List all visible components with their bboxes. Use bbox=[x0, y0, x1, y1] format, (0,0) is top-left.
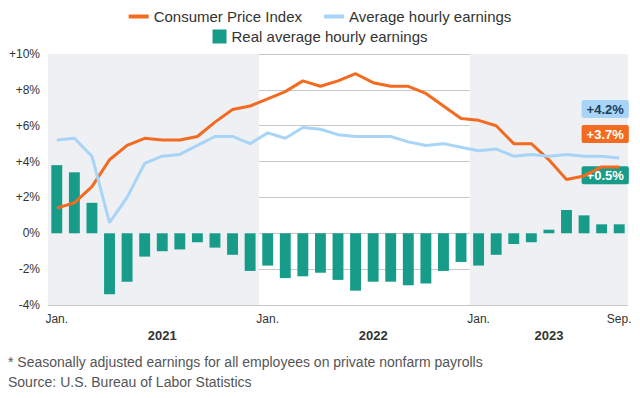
svg-text:+2%: +2% bbox=[16, 190, 41, 204]
svg-text:0%: 0% bbox=[23, 226, 41, 240]
svg-text:* Seasonally adjusted earnings: * Seasonally adjusted earnings for all e… bbox=[8, 354, 483, 370]
svg-text:2023: 2023 bbox=[534, 328, 563, 343]
svg-text:+0.5%: +0.5% bbox=[586, 168, 624, 184]
svg-text:Consumer Price Index: Consumer Price Index bbox=[154, 8, 303, 25]
svg-text:Jan.: Jan. bbox=[45, 312, 68, 326]
svg-text:+4.2%: +4.2% bbox=[587, 102, 625, 117]
svg-text:2022: 2022 bbox=[359, 328, 388, 343]
svg-text:Source: U.S. Bureau of Labor S: Source: U.S. Bureau of Labor Statistics bbox=[8, 374, 252, 390]
svg-text:+8%: +8% bbox=[16, 83, 41, 97]
svg-text:-4%: -4% bbox=[19, 298, 41, 312]
svg-text:Real average hourly earnings: Real average hourly earnings bbox=[232, 28, 428, 45]
svg-text:+3.7%: +3.7% bbox=[587, 127, 625, 142]
svg-text:+10%: +10% bbox=[9, 47, 40, 61]
svg-text:Jan.: Jan. bbox=[467, 312, 490, 326]
svg-text:Jan.: Jan. bbox=[256, 312, 279, 326]
svg-text:+4%: +4% bbox=[16, 155, 41, 169]
svg-text:+6%: +6% bbox=[16, 119, 41, 133]
svg-text:-2%: -2% bbox=[19, 262, 41, 276]
svg-text:2021: 2021 bbox=[148, 328, 177, 343]
svg-text:Average hourly earnings: Average hourly earnings bbox=[349, 8, 511, 25]
svg-text:Sep.: Sep. bbox=[607, 312, 632, 326]
